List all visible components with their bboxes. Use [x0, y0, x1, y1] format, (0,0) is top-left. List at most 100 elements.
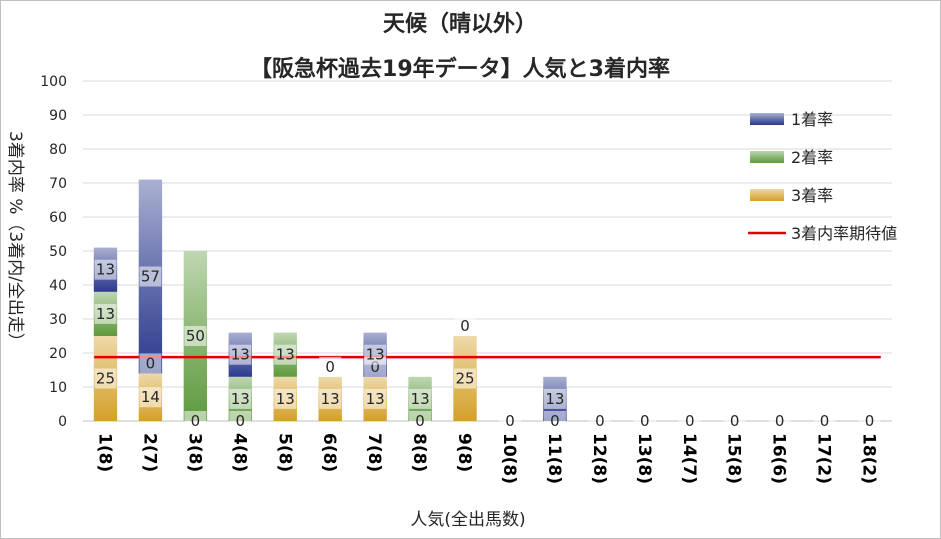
- data-label-bg-7(8)-1着率: [364, 344, 387, 365]
- data-label-15(8)-3着率: 0: [730, 412, 740, 430]
- data-label-1(8)-2着率: 13: [96, 305, 115, 323]
- data-label-bg-3(8)-2着率: [184, 326, 207, 346]
- data-label-17(2)-3着率: 0: [820, 412, 830, 430]
- data-label-14(7)-3着率: 0: [685, 412, 695, 430]
- data-label-bg-10(8)-3着率: [498, 411, 521, 431]
- data-label-bg-6(8)-3着率: [319, 388, 342, 409]
- data-label-bg-7(8)-3着率: [364, 388, 387, 409]
- data-label-13(8)-3着率: 0: [640, 412, 650, 430]
- x-tick-12(8): 12(8): [589, 433, 609, 484]
- y-tick-50: 50: [49, 244, 67, 260]
- x-tick-9(8): 9(8): [454, 433, 474, 472]
- data-label-4(8)-1着率: 13: [231, 346, 250, 364]
- data-label-bg-8(8)-3着率: [409, 411, 432, 431]
- data-label-3(8)-3着率: 0: [191, 412, 201, 430]
- data-label-bg-14(7)-3着率: [678, 411, 701, 431]
- data-label-10(8)-3着率: 0: [505, 412, 515, 430]
- data-label-bg-18(2)-3着率: [858, 411, 881, 431]
- data-label-bg-12(8)-3着率: [588, 411, 611, 431]
- y-tick-20: 20: [49, 346, 67, 362]
- data-label-bg-13(8)-3着率: [633, 411, 656, 431]
- legend-swatch-1着率: [750, 113, 784, 125]
- data-label-18(2)-3着率: 0: [865, 412, 875, 430]
- data-label-bg-16(6)-3着率: [768, 411, 791, 431]
- y-tick-0: 0: [58, 414, 67, 430]
- chart-subtitle: 【阪急杯過去19年データ】人気と3着内率: [250, 56, 670, 82]
- x-tick-13(8): 13(8): [634, 433, 654, 484]
- data-label-bg-8(8)-2着率: [409, 388, 432, 409]
- data-label-bg-17(2)-3着率: [813, 411, 836, 431]
- data-label-8(8)-3着率: 0: [415, 412, 425, 430]
- data-label-bg-4(8)-1着率: [229, 344, 252, 365]
- legend-label-3着内率期待値: 3着内率期待値: [791, 224, 897, 243]
- data-label-8(8)-2着率: 13: [411, 390, 430, 408]
- data-label-bg-2(7)-2着率: [139, 353, 162, 374]
- x-tick-14(7): 14(7): [679, 433, 699, 484]
- data-label-3(8)-2着率: 50: [186, 327, 205, 345]
- data-label-6(8)-3着率: 13: [321, 390, 340, 408]
- data-label-16(6)-3着率: 0: [775, 412, 785, 430]
- chart-title: 天候（晴以外）: [383, 11, 537, 37]
- legend-label-2着率: 2着率: [791, 148, 833, 167]
- data-label-bg-15(8)-3着率: [723, 411, 746, 431]
- y-tick-60: 60: [49, 210, 67, 226]
- legend-label-1着率: 1着率: [791, 110, 833, 129]
- data-label-2(7)-1着率: 57: [141, 268, 160, 286]
- data-label-5(8)-3着率: 13: [276, 390, 295, 408]
- data-label-7(8)-2着率: 0: [370, 358, 380, 376]
- data-label-9(8)-2着率: 0: [460, 317, 470, 335]
- x-tick-8(8): 8(8): [409, 433, 429, 472]
- data-label-bg-4(8)-3着率: [229, 411, 252, 431]
- data-label-bg-9(8)-2着率: [454, 316, 477, 336]
- x-tick-18(2): 18(2): [859, 433, 879, 484]
- x-tick-6(8): 6(8): [319, 433, 339, 472]
- x-tick-5(8): 5(8): [274, 433, 294, 472]
- y-tick-40: 40: [49, 278, 67, 294]
- data-label-bg-2(7)-1着率: [139, 266, 162, 287]
- x-tick-11(8): 11(8): [544, 433, 564, 484]
- x-axis-categories: 1(8) 2(7) 3(8) 4(8) 5(8) 6(8) 7(8) 8(8) 9(8) 10(8…: [94, 433, 878, 484]
- data-label-bg-1(8)-2着率: [94, 303, 117, 324]
- data-label-11(8)-3着率: 0: [550, 412, 560, 430]
- data-label-1(8)-1着率: 13: [96, 261, 115, 279]
- x-tick-2(7): 2(7): [139, 433, 159, 472]
- data-label-12(8)-3着率: 0: [595, 412, 605, 430]
- data-label-2(7)-2着率: 0: [146, 354, 156, 372]
- legend-swatch-3着率: [750, 189, 784, 201]
- y-tick-70: 70: [49, 176, 67, 192]
- x-axis-label: 人気(全出馬数): [410, 510, 525, 530]
- x-tick-1(8): 1(8): [94, 433, 114, 472]
- data-label-4(8)-2着率: 13: [231, 390, 250, 408]
- legend-label-3着率: 3着率: [791, 186, 833, 205]
- data-label-bg-9(8)-3着率: [454, 368, 477, 389]
- x-tick-3(8): 3(8): [184, 433, 204, 472]
- data-label-bg-6(8)-2着率: [319, 356, 342, 377]
- data-label-bg-5(8)-3着率: [274, 388, 297, 409]
- x-tick-15(8): 15(8): [724, 433, 744, 484]
- data-label-7(8)-3着率: 13: [366, 390, 385, 408]
- y-tick-30: 30: [49, 312, 67, 328]
- data-label-11(8)-1着率: 13: [545, 390, 564, 408]
- x-tick-4(8): 4(8): [229, 433, 249, 472]
- data-label-4(8)-3着率: 0: [236, 412, 246, 430]
- data-label-2(7)-3着率: 14: [141, 388, 160, 406]
- data-label-bg-11(8)-1着率: [543, 388, 566, 409]
- data-label-bg-5(8)-2着率: [274, 344, 297, 365]
- data-label-bg-2(7)-3着率: [139, 387, 162, 408]
- y-tick-100: 100: [40, 74, 67, 90]
- data-label-bg-3(8)-3着率: [184, 411, 207, 431]
- x-tick-17(2): 17(2): [814, 433, 834, 484]
- data-label-5(8)-2着率: 13: [276, 346, 295, 364]
- legend-swatch-2着率: [750, 151, 784, 163]
- y-tick-90: 90: [49, 108, 67, 124]
- bars: [93, 179, 567, 421]
- data-label-bg-1(8)-1着率: [94, 259, 117, 280]
- y-tick-80: 80: [49, 142, 67, 158]
- x-tick-7(8): 7(8): [364, 433, 384, 472]
- y-axis-label: 3着内率 %（3着内/全出走）: [5, 131, 25, 350]
- y-tick-10: 10: [49, 380, 67, 396]
- legend: 1着率 2着率 3着率 3着内率期待値: [748, 110, 897, 243]
